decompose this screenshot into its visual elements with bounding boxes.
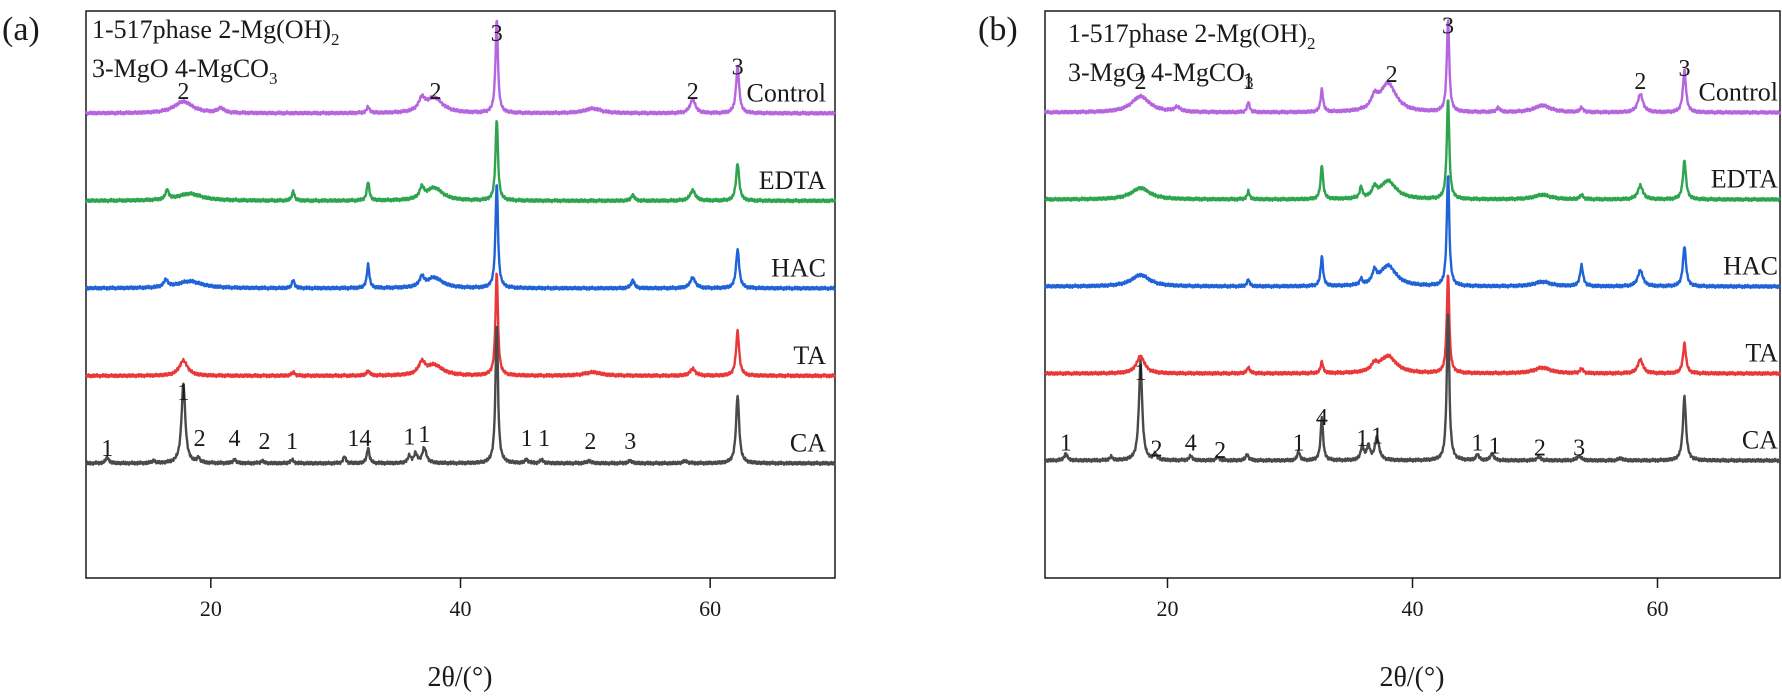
- peak-annotation: 2: [1135, 69, 1147, 95]
- x-tick-label: 60: [1647, 596, 1669, 621]
- peak-annotation: 3: [732, 54, 744, 80]
- x-axis-ticks: 20 40 60: [200, 578, 721, 621]
- peak-annotation: 2: [1534, 435, 1546, 461]
- series-line-hac: [85, 184, 836, 292]
- peak-annotation: 1: [177, 380, 189, 406]
- series-label: HAC: [771, 253, 826, 282]
- peak-annotation: 4: [229, 426, 241, 452]
- x-axis-label: 2θ/(°): [427, 662, 492, 693]
- series-label: CA: [790, 428, 826, 457]
- x-axis-ticks: 20 40 60: [1157, 578, 1669, 621]
- peak-annotation: 2: [259, 429, 271, 455]
- peak-annotation: 2: [1214, 438, 1226, 464]
- series-label: EDTA: [759, 166, 826, 195]
- series-label: CA: [1742, 426, 1778, 455]
- peak-annotation: 3: [1678, 56, 1690, 82]
- peak-annotation: 1: [538, 426, 550, 452]
- peak-annotation: 1: [403, 424, 415, 450]
- peak-annotation: 1: [101, 436, 113, 462]
- x-axis-label: 2θ/(°): [1379, 662, 1444, 693]
- peak-annotation: 1: [1471, 430, 1483, 456]
- series-label: HAC: [1723, 252, 1778, 281]
- peak-annotation: 1: [521, 426, 533, 452]
- peak-annotation: 3: [491, 21, 503, 47]
- chart-panel-b: (b) 2θ/(°) 20 40 60 1-517phase 2-Mg(OH)2 3-…: [978, 10, 1782, 693]
- peak-annotation: 3: [624, 429, 636, 455]
- series-label: EDTA: [1711, 165, 1778, 194]
- series-line-ta: [1044, 274, 1781, 377]
- x-tick-label: 60: [699, 596, 721, 621]
- legend-line: 1-517phase 2-Mg(OH)2: [1068, 19, 1316, 53]
- series-line-control: [1043, 19, 1782, 116]
- phase-legend: 1-517phase 2-Mg(OH)2 3-MgO 4-MgCO3: [92, 15, 340, 88]
- x-tick-label: 40: [1402, 596, 1424, 621]
- legend-line: 3-MgO 4-MgCO3: [1068, 58, 1253, 92]
- series-line-control: [84, 19, 836, 116]
- peak-annotation: 3: [1573, 435, 1585, 461]
- peak-annotation: 1: [1371, 423, 1383, 449]
- plot-frame: [1044, 10, 1781, 579]
- peak-annotation: 2: [1386, 62, 1398, 88]
- peak-annotation: 1: [1489, 434, 1501, 460]
- peak-annotation: 1: [1060, 430, 1072, 456]
- series-layer: Control EDTA HAC TA CA: [84, 19, 837, 467]
- peak-annotation: 14: [347, 426, 371, 452]
- peak-annotation: 2: [177, 79, 189, 105]
- peak-annotation: 1: [286, 429, 298, 455]
- peak-annotation: 4: [1185, 430, 1197, 456]
- series-label: TA: [793, 341, 826, 370]
- series-line-ta: [85, 272, 836, 379]
- peak-annotation: 2: [430, 79, 442, 105]
- series-label: Control: [747, 78, 826, 107]
- series-line-edta: [1044, 99, 1782, 203]
- x-tick-label: 40: [450, 596, 472, 621]
- phase-legend: 1-517phase 2-Mg(OH)2 3-MgO 4-MgCO3: [1068, 19, 1316, 92]
- legend-line: 3-MgO 4-MgCO3: [92, 54, 277, 88]
- peak-annotation: 1: [1242, 69, 1254, 95]
- peak-annotation: 1: [1135, 360, 1147, 386]
- x-tick-label: 20: [200, 596, 222, 621]
- series-line-ca: [85, 325, 836, 467]
- peak-annotation: 3: [1442, 14, 1454, 40]
- peak-annotation: 2: [584, 429, 596, 455]
- peak-annotation: 2: [194, 426, 206, 452]
- peak-annotation: 2: [1150, 436, 1162, 462]
- legend-line: 1-517phase 2-Mg(OH)2: [92, 15, 340, 49]
- peak-annotation: 2: [687, 79, 699, 105]
- chart-panel-a: (a) 2θ/(°) 20 40 60 1-517phase 2-Mg(OH)2 3-…: [2, 10, 837, 693]
- series-line-edta: [84, 120, 837, 204]
- peak-annotation: 1: [1356, 426, 1368, 452]
- panel-label: (b): [978, 11, 1018, 48]
- peak-annotation: 2: [1634, 69, 1646, 95]
- series-line-ca: [1043, 313, 1782, 464]
- panel-label: (a): [2, 11, 40, 48]
- peak-annotation: 1: [418, 422, 430, 448]
- series-label: Control: [1699, 78, 1778, 107]
- peak-annotation: 4: [1316, 405, 1328, 431]
- series-line-hac: [1043, 175, 1782, 290]
- x-tick-label: 20: [1157, 596, 1179, 621]
- series-label: TA: [1745, 339, 1778, 368]
- peak-annotation: 1: [1293, 430, 1305, 456]
- plot-frame: [85, 10, 836, 579]
- series-layer: Control EDTA HAC TA CA: [1043, 19, 1782, 464]
